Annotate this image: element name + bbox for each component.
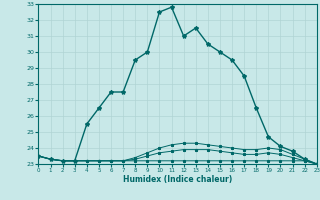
X-axis label: Humidex (Indice chaleur): Humidex (Indice chaleur) xyxy=(123,175,232,184)
